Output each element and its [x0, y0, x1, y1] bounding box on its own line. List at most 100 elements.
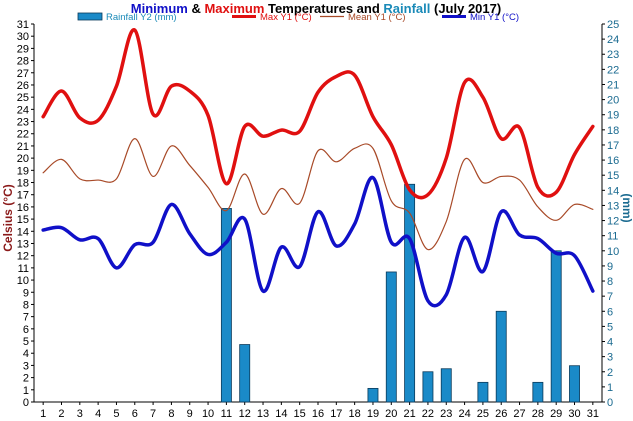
x-tick-label: 6	[132, 408, 138, 420]
right-tick-label: 3	[607, 352, 613, 364]
legend-label: Rainfall Y2 (mm)	[106, 12, 177, 23]
left-y-axis: 0123456789101112131415161718192021222324…	[17, 19, 35, 409]
x-tick-label: 14	[275, 408, 287, 420]
right-tick-label: 4	[607, 337, 613, 349]
right-tick-label: 15	[607, 170, 619, 182]
right-tick-label: 8	[607, 276, 613, 288]
right-tick-label: 12	[607, 216, 619, 228]
right-tick-label: 10	[607, 246, 619, 258]
left-tick-label: 19	[17, 165, 29, 177]
rainfall-bar-day-21	[404, 183, 416, 403]
x-tick-label: 26	[495, 408, 507, 420]
x-tick-label: 18	[349, 408, 361, 420]
x-tick-label: 31	[587, 408, 599, 420]
left-tick-label: 24	[17, 104, 29, 116]
rainfall-bar-day-11	[220, 208, 232, 403]
x-tick-label: 2	[58, 408, 64, 420]
x-tick-label: 19	[367, 408, 379, 420]
left-tick-label: 21	[17, 141, 29, 153]
legend-label: Mean Y1 (°C)	[348, 12, 405, 23]
temperature-lines	[41, 28, 595, 308]
right-tick-label: 13	[607, 200, 619, 212]
x-tick-label: 22	[422, 408, 434, 420]
right-tick-label: 18	[607, 125, 619, 137]
title-part-1: &	[188, 1, 205, 16]
series-line-1	[41, 28, 595, 200]
x-tick-label: 11	[221, 408, 232, 420]
right-tick-label: 19	[607, 110, 619, 122]
left-tick-label: 15	[17, 214, 29, 226]
rainfall-bar-day-30	[569, 365, 580, 403]
rainfall-bar-day-19	[367, 387, 379, 403]
legend-label: Min Y1 (°C)	[470, 12, 519, 23]
x-tick-label: 13	[257, 408, 269, 420]
chart-title: Minimum & Maximum Temperatures and Rainf…	[131, 1, 501, 16]
legend-swatch-bar	[77, 12, 103, 21]
x-tick-label: 9	[187, 408, 193, 420]
left-tick-label: 6	[23, 324, 29, 336]
title-part-0: Minimum	[131, 1, 188, 16]
right-tick-label: 5	[607, 321, 613, 333]
x-tick-label: 21	[403, 408, 415, 420]
x-tick-label: 4	[95, 408, 101, 420]
rainfall-bar-day-23	[440, 368, 452, 403]
left-tick-label: 20	[17, 153, 29, 165]
left-tick-label: 12	[17, 251, 29, 263]
left-tick-label: 16	[17, 202, 29, 214]
left-tick-label: 27	[17, 68, 29, 80]
left-tick-label: 8	[23, 299, 29, 311]
left-tick-label: 28	[17, 56, 29, 68]
left-tick-label: 26	[17, 80, 29, 92]
rainfall-bar-day-22	[422, 371, 434, 403]
left-tick-label: 10	[17, 275, 29, 287]
x-tick-label: 30	[568, 408, 580, 420]
left-tick-label: 9	[23, 287, 29, 299]
left-tick-label: 29	[17, 43, 29, 55]
left-tick-label: 23	[17, 117, 29, 129]
rainfall-bar-day-20	[385, 271, 397, 403]
title-part-5: (July 2017)	[430, 1, 501, 16]
right-tick-label: 6	[607, 306, 613, 318]
x-tick-label: 15	[294, 408, 306, 420]
left-tick-label: 17	[17, 190, 29, 202]
left-tick-label: 4	[23, 348, 29, 360]
title-part-3: Temperatures and	[264, 1, 383, 16]
x-tick-label: 23	[440, 408, 452, 420]
right-tick-label: 22	[607, 64, 619, 76]
left-tick-label: 11	[18, 263, 29, 275]
x-tick-label: 20	[385, 408, 397, 420]
left-tick-label: 0	[23, 397, 29, 409]
left-tick-label: 1	[23, 385, 29, 397]
right-tick-label: 16	[607, 155, 619, 167]
title-part-2: Maximum	[204, 1, 264, 16]
rainfall-bar-day-26	[495, 310, 507, 403]
rainfall-bar-day-28	[532, 381, 544, 403]
series-line-3	[41, 175, 595, 308]
x-tick-label: 12	[239, 408, 251, 420]
chart-legend: Rainfall Y2 (mm) Max Y1 (°C) Mean Y1 (°C) M…	[77, 12, 519, 23]
left-tick-label: 18	[17, 178, 29, 190]
left-tick-label: 7	[23, 312, 29, 324]
left-axis-label: Celsius (°C)	[1, 184, 15, 251]
x-tick-label: 27	[513, 408, 525, 420]
left-tick-label: 25	[17, 92, 29, 104]
right-tick-label: 17	[607, 140, 619, 152]
rainfall-bar-day-12	[239, 344, 251, 403]
left-tick-label: 5	[23, 336, 29, 348]
left-tick-label: 31	[17, 19, 29, 31]
x-tick-label: 24	[458, 408, 470, 420]
x-tick-label: 25	[477, 408, 489, 420]
right-tick-label: 11	[607, 231, 618, 243]
right-tick-label: 23	[607, 49, 619, 61]
rainfall-bar-day-25	[477, 381, 489, 403]
x-tick-label: 7	[150, 408, 156, 420]
x-tick-label: 17	[330, 408, 342, 420]
x-tick-label: 29	[550, 408, 562, 420]
x-tick-label: 16	[312, 408, 324, 420]
left-tick-label: 3	[23, 360, 29, 372]
right-y-axis: 0123456789101112131415161718192021222324…	[601, 19, 619, 409]
right-tick-label: 25	[607, 19, 619, 31]
x-axis: 1 2 3 4 5 6 7 8 9 10 11 12 13 14 15 16 17 18 19 20 21 22 23 24 2…	[34, 401, 602, 420]
rainfall-bars	[220, 183, 580, 403]
